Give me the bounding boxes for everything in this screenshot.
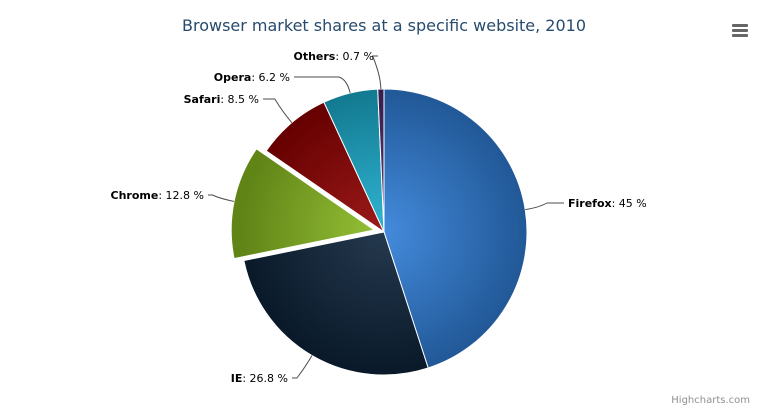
connector-ie — [292, 355, 313, 379]
pie-slice-ie[interactable] — [243, 231, 429, 376]
data-label-safari: Safari: 8.5 % — [184, 93, 259, 106]
pie-slice-others[interactable] — [377, 88, 385, 233]
connector-firefox — [525, 202, 564, 211]
data-label-chrome: Chrome: 12.8 % — [111, 189, 204, 202]
connector-opera — [294, 76, 351, 94]
data-label-ie: IE: 26.8 % — [231, 372, 288, 385]
pie-slice-firefox[interactable] — [383, 88, 528, 369]
chart-title: Browser market shares at a specific webs… — [182, 16, 586, 35]
data-label-others: Others: 0.7 % — [293, 50, 374, 63]
credits-link[interactable]: Highcharts.com — [671, 395, 750, 406]
data-label-opera: Opera: 6.2 % — [214, 71, 290, 84]
connector-chrome — [208, 194, 235, 202]
data-label-firefox: Firefox: 45 % — [568, 197, 647, 210]
hamburger-menu-icon[interactable] — [726, 16, 754, 44]
connector-others — [371, 55, 382, 90]
connector-safari — [263, 98, 293, 124]
